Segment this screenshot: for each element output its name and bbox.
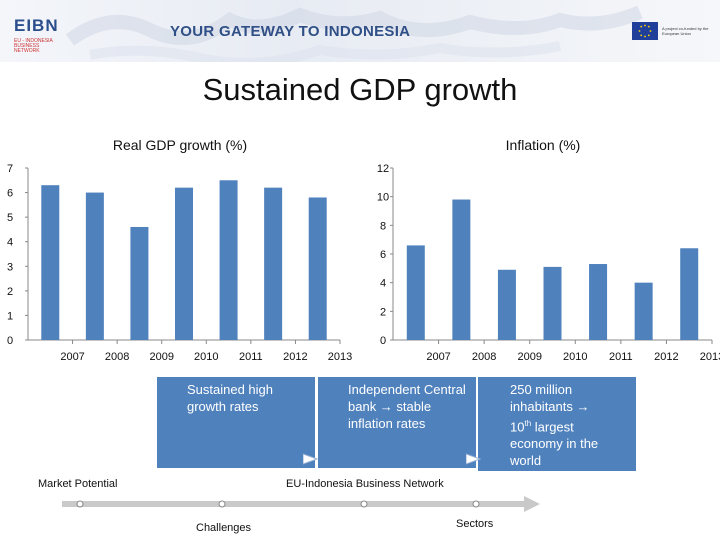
header-banner: EIBN EU - INDONESIA BUSINESS NETWORK YOU…: [0, 0, 720, 62]
callout-central-bank: Independent Central bank → stable inflat…: [318, 377, 476, 468]
gdp-xtick-label: 2008: [105, 351, 129, 363]
logo-subtitle: EU - INDONESIA BUSINESS NETWORK: [14, 38, 53, 54]
callout-growth: Sustained high growth rates: [157, 377, 315, 468]
timeline-label-market: Market Potential: [38, 478, 118, 490]
gdp-xtick-label: 2012: [283, 351, 307, 363]
timeline-label-sectors: Sectors: [456, 518, 494, 530]
gdp-bar: [85, 192, 104, 340]
inflation-xtick-label: 2007: [426, 351, 450, 363]
gdp-bar: [264, 187, 283, 340]
timeline-dot-1: [76, 500, 84, 508]
gdp-xtick-label: 2011: [239, 351, 263, 363]
logo-text: EIBN: [14, 16, 59, 35]
inflation-ytick-label: 12: [377, 163, 389, 175]
eu-flag-icon: [632, 22, 658, 40]
gdp-bar: [219, 180, 238, 340]
gdp-ytick-label: 4: [7, 237, 13, 249]
gdp-bar: [41, 185, 60, 340]
gdp-ytick-label: 0: [7, 335, 13, 347]
inflation-ytick-label: 10: [377, 192, 389, 204]
gdp-chart-title: Real GDP growth (%): [113, 137, 247, 153]
connector-arrow-1: [303, 453, 319, 465]
inflation-ytick-label: 6: [380, 249, 386, 261]
inflation-bar: [634, 282, 653, 340]
inflation-ytick-label: 2: [380, 306, 386, 318]
timeline-label-challenges: Challenges: [196, 522, 252, 534]
gdp-xtick-label: 2010: [194, 351, 218, 363]
inflation-xtick-label: 2010: [563, 351, 587, 363]
inflation-bar: [497, 269, 516, 340]
inflation-bar: [406, 245, 425, 340]
inflation-bar: [589, 264, 608, 340]
timeline-arrow: [62, 496, 540, 512]
gdp-bar: [130, 226, 149, 340]
inflation-bar: [543, 266, 562, 340]
inflation-xtick-label: 2013: [700, 351, 720, 363]
gdp-ytick-label: 6: [7, 188, 13, 200]
eibn-logo[interactable]: EIBN EU - INDONESIA BUSINESS NETWORK: [6, 6, 64, 54]
inflation-xtick-label: 2011: [609, 351, 633, 363]
gdp-ytick-label: 3: [7, 261, 13, 273]
gdp-xtick-label: 2009: [149, 351, 173, 363]
tagline: YOUR GATEWAY TO INDONESIA: [170, 23, 411, 40]
inflation-bar: [680, 248, 699, 340]
gdp-ytick-label: 5: [7, 212, 13, 224]
gdp-ytick-label: 7: [7, 163, 13, 175]
callout-population-sup: th: [524, 419, 532, 428]
gdp-ytick-label: 2: [7, 286, 13, 298]
world-map-background: [65, 5, 643, 62]
timeline-dot-4: [472, 500, 480, 508]
inflation-xtick-label: 2009: [517, 351, 541, 363]
gdp-xtick-label: 2013: [328, 351, 352, 363]
slide-title: Sustained GDP growth: [202, 72, 518, 107]
timeline-dot-3: [360, 500, 368, 508]
timeline-label-network: EU-Indonesia Business Network: [286, 478, 444, 490]
inflation-chart-title: Inflation (%): [506, 137, 581, 153]
callout-population: 250 million inhabitants → 10th largest e…: [478, 377, 636, 471]
callout-population-line1: 250 million inhabitants →: [510, 382, 590, 414]
inflation-xtick-label: 2012: [654, 351, 678, 363]
callout-central-bank-text: Independent Central bank → stable inflat…: [348, 382, 466, 431]
inflation-ytick-label: 8: [380, 220, 386, 232]
gdp-bar: [308, 197, 327, 340]
timeline-dot-2: [218, 500, 226, 508]
inflation-xtick-label: 2008: [472, 351, 496, 363]
gdp-bar: [175, 187, 193, 340]
inflation-bar: [452, 199, 471, 340]
callout-population-line2: largest economy in the world: [510, 419, 599, 469]
connector-arrow-2: [466, 453, 482, 465]
callout-growth-text: Sustained high growth rates: [187, 382, 274, 414]
gdp-ytick-label: 1: [7, 310, 13, 322]
inflation-ytick-label: 0: [380, 335, 386, 347]
gdp-xtick-label: 2007: [60, 351, 84, 363]
inflation-ytick-label: 4: [380, 278, 386, 290]
eu-cofunded-text: A project co-funded by the European Unio…: [662, 26, 709, 36]
callout-population-ordinal: 10: [510, 419, 525, 435]
